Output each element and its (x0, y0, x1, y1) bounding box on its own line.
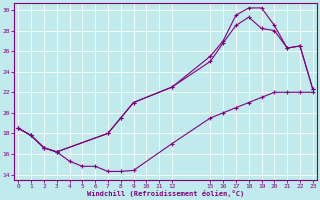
X-axis label: Windchill (Refroidissement éolien,°C): Windchill (Refroidissement éolien,°C) (87, 190, 244, 197)
